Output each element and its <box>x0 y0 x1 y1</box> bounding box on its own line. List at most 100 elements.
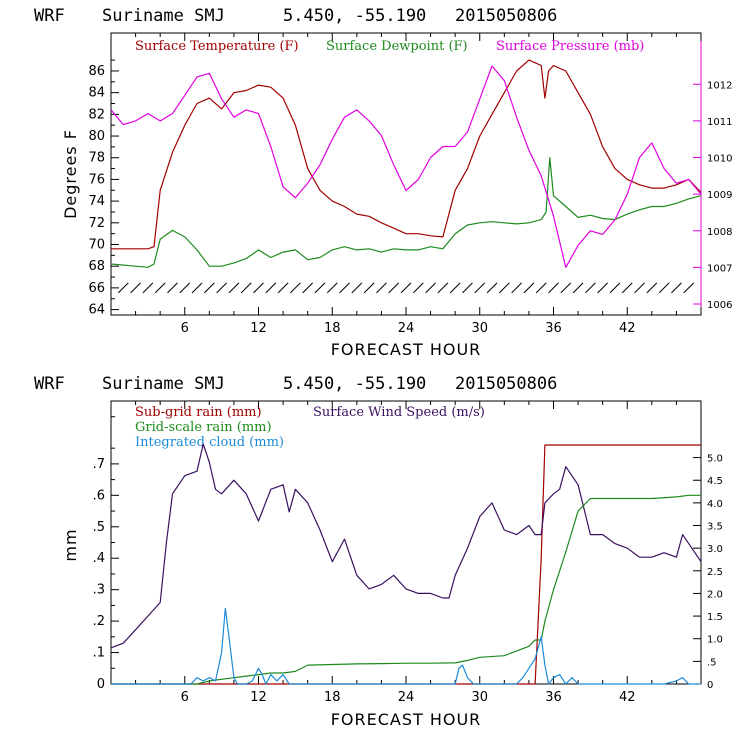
legend-surface-pressure: Surface Pressure (mb) <box>496 39 644 54</box>
top-y-tick-label: 70 <box>88 238 105 253</box>
legend-surface-wind-speed: Surface Wind Speed (m/s) <box>313 405 485 420</box>
bottom-y-tick-label: .5 <box>93 520 105 535</box>
bottom-y2-tick-label: 0 <box>707 680 713 691</box>
wind-barb <box>412 282 424 294</box>
wind-barb <box>326 282 338 294</box>
bottom-y2-tick-label: 4.5 <box>707 476 723 487</box>
legend-surface-dewpoint: Surface Dewpoint (F) <box>326 39 468 54</box>
bottom-y2-tick-label: 4.0 <box>707 499 723 510</box>
wind-barb <box>290 282 301 294</box>
wind-barb <box>363 282 375 294</box>
precipitation-panel: WRF Suriname SMJ 5.450, -55.190 20150508… <box>34 374 723 729</box>
top-series-group <box>110 59 702 268</box>
bottom-y2-tick-label: 3.5 <box>707 522 723 533</box>
bottom-x-axis-title: FORECAST HOUR <box>331 710 482 729</box>
top-y2-tick-label: 1006 <box>707 300 732 311</box>
bottom-y-tick-label: .4 <box>93 551 105 566</box>
bottom-header-coords: 5.450, -55.190 <box>283 374 426 394</box>
wind-barb <box>597 282 609 294</box>
top-x-tick-label: 18 <box>324 321 341 336</box>
top-y2-tick-label: 1010 <box>707 154 732 165</box>
bottom-y-tick-label: .3 <box>93 583 105 598</box>
top-y-tick-label: 74 <box>88 194 105 209</box>
top-y-ticks: 64 66 68 70 72 74 76 78 80 82 84 86 <box>88 59 119 318</box>
top-y-tick-label: 78 <box>88 151 105 166</box>
top-y2-tick-label: 1012 <box>707 80 732 91</box>
series-line-surface-dewpoint-f <box>110 157 702 268</box>
top-y2-tick-label: 1011 <box>707 117 732 128</box>
legend-subgrid-rain: Sub-grid rain (mm) <box>135 405 262 420</box>
wind-barb <box>548 282 559 294</box>
bottom-y-tick-label: 0 <box>97 677 105 692</box>
wind-barb-row <box>117 282 695 294</box>
wind-barb <box>511 282 522 294</box>
top-y-tick-label: 76 <box>88 172 105 187</box>
wind-barb <box>437 282 449 294</box>
wind-barb <box>535 282 547 294</box>
top-x-tick-label: 42 <box>619 321 636 336</box>
bottom-y2-tick-label: .5 <box>707 657 717 668</box>
bottom-x-tick-label: 36 <box>545 690 562 705</box>
wind-barb <box>609 282 621 294</box>
bottom-x-tick-label: 30 <box>471 690 488 705</box>
series-line-surface-temperature-f <box>111 59 702 250</box>
bottom-y-tick-label: .7 <box>93 457 105 472</box>
bottom-y-tick-label: .6 <box>93 488 105 503</box>
wind-barb <box>388 282 400 294</box>
wind-barb <box>498 282 510 294</box>
top-y2-ticks: 1006 1007 1008 1009 1010 1011 1012 <box>693 80 732 311</box>
wind-barb <box>523 282 535 294</box>
top-y-axis-title: Degrees F <box>61 129 80 219</box>
top-y-tick-label: 68 <box>88 259 105 274</box>
top-x-axis-title: FORECAST HOUR <box>331 340 482 359</box>
bottom-y-tick-label: .2 <box>93 614 105 629</box>
bottom-y2-tick-label: 1.5 <box>707 612 723 623</box>
wind-barb <box>376 282 387 294</box>
top-x-ticks: 6 12 18 24 30 36 42 <box>110 33 702 336</box>
wind-barb <box>216 282 227 294</box>
bottom-x-ticks: 6 12 18 24 30 36 42 <box>110 401 702 705</box>
series-line-sub-grid-rain-mm <box>111 444 701 685</box>
wind-barb <box>117 282 129 294</box>
bottom-y2-tick-label: 1.0 <box>707 635 723 646</box>
top-header-location: Suriname SMJ <box>102 6 225 26</box>
bottom-y-ticks: 0 .1 .2 .3 .4 .5 .6 .7 <box>93 416 119 692</box>
wind-barb <box>240 282 252 294</box>
bottom-y2-ticks: 0 .5 1.0 1.5 2.0 2.5 3.0 3.5 4.0 4.5 5.0 <box>693 454 723 691</box>
bottom-y2-tick-label: 3.0 <box>707 544 723 555</box>
wind-barb <box>154 282 166 294</box>
bottom-x-tick-label: 6 <box>181 690 189 705</box>
series-line-surface-pressure-mb <box>110 65 702 268</box>
legend-surface-temperature: Surface Temperature (F) <box>135 39 299 54</box>
bottom-x-tick-label: 42 <box>619 690 636 705</box>
wind-barb <box>621 282 633 294</box>
series-line-integrated-cloud-mm <box>111 607 701 685</box>
top-y-tick-label: 66 <box>88 281 105 296</box>
wind-barb <box>253 282 264 294</box>
top-y2-tick-label: 1007 <box>707 263 732 274</box>
top-x-tick-label: 24 <box>398 321 415 336</box>
top-header-model: WRF <box>34 6 65 26</box>
top-y-tick-label: 80 <box>88 129 105 144</box>
top-x-tick-label: 12 <box>250 321 267 336</box>
wind-barb <box>585 282 596 294</box>
wind-barb <box>683 282 695 294</box>
wind-barb <box>179 282 191 294</box>
top-y-tick-label: 82 <box>88 107 105 122</box>
wind-barb <box>646 282 658 294</box>
top-x-tick-label: 36 <box>545 321 562 336</box>
bottom-y-axis-title: mm <box>61 528 80 561</box>
top-plot-frame <box>110 32 702 316</box>
series-line-surface-wind-speed-m-s <box>110 443 702 649</box>
bottom-y2-tick-label: 2.5 <box>707 567 723 578</box>
bottom-x-tick-label: 24 <box>398 690 415 705</box>
bottom-header-model: WRF <box>34 374 65 394</box>
wind-barb <box>277 282 289 294</box>
legend-integrated-cloud: Integrated cloud (mm) <box>135 435 284 450</box>
legend-grid-scale-rain: Grid-scale rain (mm) <box>135 420 272 435</box>
top-x-tick-label: 30 <box>471 321 488 336</box>
wind-barb <box>462 282 473 294</box>
bottom-x-tick-label: 18 <box>324 690 341 705</box>
top-x-tick-label: 6 <box>181 321 189 336</box>
wind-barb <box>314 282 326 294</box>
